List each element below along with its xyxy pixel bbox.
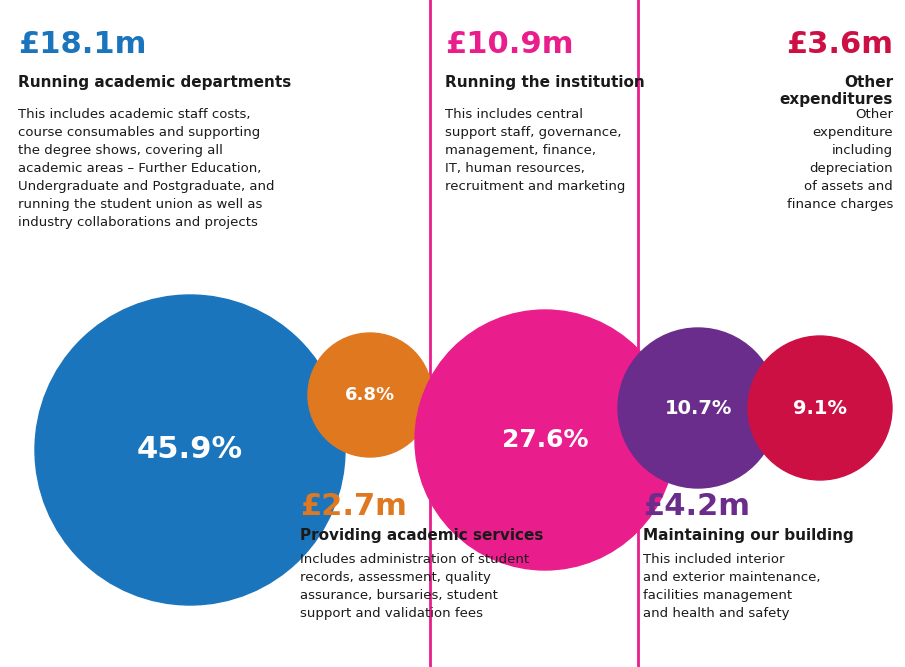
Text: This included interior
and exterior maintenance,
facilities management
and healt: This included interior and exterior main… xyxy=(643,553,821,620)
Text: £2.7m: £2.7m xyxy=(300,492,407,521)
Text: 10.7%: 10.7% xyxy=(664,398,731,418)
Text: This includes central
support staff, governance,
management, finance,
IT, human : This includes central support staff, gov… xyxy=(445,108,625,193)
Text: Maintaining our building: Maintaining our building xyxy=(643,528,853,543)
Text: Running academic departments: Running academic departments xyxy=(18,75,291,90)
Text: Other
expenditures: Other expenditures xyxy=(779,75,893,107)
Circle shape xyxy=(35,295,345,605)
Text: 45.9%: 45.9% xyxy=(137,436,243,464)
Text: Running the institution: Running the institution xyxy=(445,75,644,90)
Circle shape xyxy=(748,336,892,480)
Text: Other
expenditure
including
depreciation
of assets and
finance charges: Other expenditure including depreciation… xyxy=(786,108,893,211)
Text: This includes academic staff costs,
course consumables and supporting
the degree: This includes academic staff costs, cour… xyxy=(18,108,274,229)
Text: 9.1%: 9.1% xyxy=(793,398,847,418)
Text: 6.8%: 6.8% xyxy=(345,386,395,404)
Circle shape xyxy=(415,310,675,570)
Text: £10.9m: £10.9m xyxy=(445,30,574,59)
Text: £4.2m: £4.2m xyxy=(643,492,750,521)
Text: £18.1m: £18.1m xyxy=(18,30,147,59)
Text: 27.6%: 27.6% xyxy=(501,428,588,452)
Circle shape xyxy=(308,333,432,457)
Text: Includes administration of student
records, assessment, quality
assurance, bursa: Includes administration of student recor… xyxy=(300,553,529,620)
Text: Providing academic services: Providing academic services xyxy=(300,528,543,543)
Circle shape xyxy=(618,328,778,488)
Text: £3.6m: £3.6m xyxy=(786,30,893,59)
